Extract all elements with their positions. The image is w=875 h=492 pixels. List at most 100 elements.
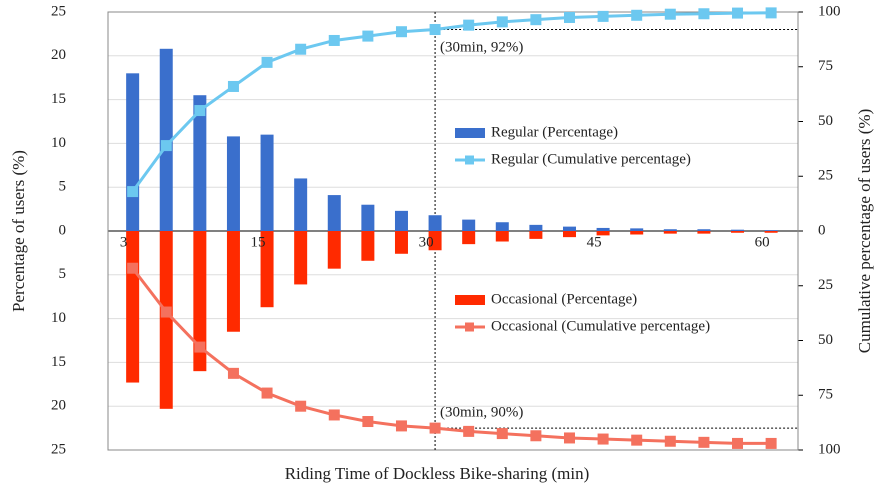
bar [596, 227, 610, 231]
bar [495, 231, 509, 242]
y-tick-label: 10 [51, 310, 66, 326]
legend-label: Regular (Cumulative percentage) [491, 151, 691, 167]
y2-tick-label: 50 [818, 113, 833, 129]
marker [765, 7, 777, 19]
marker [463, 19, 475, 31]
plot-frame [107, 11, 799, 451]
y-tick-label: 20 [51, 398, 66, 414]
bar [394, 210, 408, 231]
bar [596, 231, 610, 236]
annotation: (30min, 90%) [440, 404, 523, 420]
y2-tick-label: 100 [818, 441, 841, 457]
legend-swatch [465, 322, 474, 332]
y-tick-label: 5 [59, 179, 67, 195]
marker [362, 416, 374, 428]
x-tick-label: 45 [587, 234, 602, 250]
x-axis-title: Riding Time of Dockless Bike-sharing (mi… [285, 464, 590, 483]
marker [127, 262, 139, 274]
marker [261, 56, 273, 68]
y-tick-label: 25 [51, 441, 66, 457]
x-tick-label: 15 [251, 234, 266, 250]
bar [630, 231, 644, 235]
marker [597, 10, 609, 22]
bar [462, 231, 476, 245]
bar [126, 231, 140, 383]
bar [159, 48, 173, 232]
bar [697, 231, 711, 234]
marker [496, 428, 508, 440]
marker [698, 8, 710, 20]
marker [597, 433, 609, 445]
bar [764, 231, 778, 233]
bar [697, 229, 711, 231]
x-tick-label: 3 [120, 234, 128, 250]
marker [328, 409, 340, 421]
bar [327, 231, 341, 269]
bar [193, 231, 207, 372]
bar [529, 231, 543, 239]
marker [362, 30, 374, 42]
bar [159, 231, 173, 409]
bar [361, 231, 375, 261]
marker [127, 186, 139, 198]
marker [261, 387, 273, 399]
bar [327, 195, 341, 231]
bar [462, 219, 476, 231]
legend-label: Occasional (Percentage) [491, 291, 637, 307]
marker [463, 425, 475, 437]
y-tick-label: 15 [51, 354, 66, 370]
marker [732, 437, 744, 449]
y-tick-label: 0 [59, 222, 67, 238]
bar [428, 215, 442, 231]
y2-tick-label: 75 [818, 58, 833, 74]
y2-tick-label: 100 [818, 3, 841, 19]
y2-tick-label: 25 [818, 277, 833, 293]
bar [294, 178, 308, 231]
bar [193, 95, 207, 231]
marker [664, 8, 676, 20]
legend-swatch [465, 155, 474, 165]
marker [295, 43, 307, 55]
bar [260, 134, 274, 231]
marker [160, 140, 172, 152]
bar [260, 231, 274, 308]
y-tick-label: 20 [51, 47, 66, 63]
marker [732, 7, 744, 19]
bar [495, 222, 509, 231]
marker [429, 24, 441, 36]
marker [563, 432, 575, 444]
marker [227, 80, 239, 92]
marker [395, 420, 407, 432]
y2-tick-label: 0 [818, 222, 826, 238]
marker [765, 437, 777, 449]
bar [226, 136, 240, 231]
line [131, 11, 772, 193]
legend-label: Regular (Percentage) [491, 124, 618, 140]
marker [328, 34, 340, 46]
legend-swatch [455, 295, 485, 305]
bar [126, 73, 140, 231]
bar [663, 231, 677, 234]
marker [194, 105, 206, 117]
x-tick-label: 30 [419, 234, 434, 250]
marker [429, 422, 441, 434]
marker [530, 14, 542, 26]
marker [160, 306, 172, 318]
legend-swatch [455, 128, 485, 138]
bar [663, 229, 677, 231]
y-tick-label: 10 [51, 135, 66, 151]
marker [664, 435, 676, 447]
marker [631, 9, 643, 21]
marker [194, 341, 206, 353]
bar [562, 226, 576, 231]
marker [295, 400, 307, 412]
legend-label: Occasional (Cumulative percentage) [491, 318, 710, 334]
y2-axis-title: Cumulative percentage of users (%) [855, 109, 874, 354]
marker [563, 11, 575, 23]
marker [227, 367, 239, 379]
bar [764, 230, 778, 231]
marker [698, 436, 710, 448]
bar [294, 231, 308, 285]
